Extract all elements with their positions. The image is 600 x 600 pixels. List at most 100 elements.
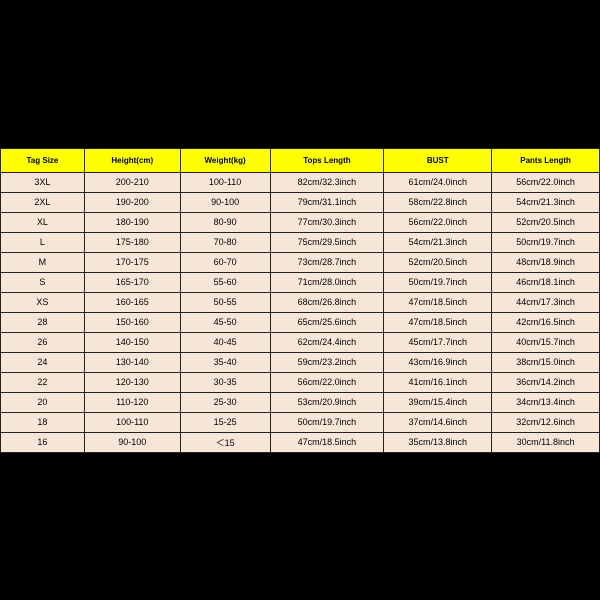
cell: 54cm/21.3inch — [492, 192, 600, 212]
cell: 2XL — [1, 192, 85, 212]
col-tops-length: Tops Length — [270, 148, 384, 172]
cell: 160-165 — [84, 292, 180, 312]
cell: 35cm/13.8inch — [384, 432, 492, 452]
cell: 38cm/15.0inch — [492, 352, 600, 372]
table-row: 22 120-130 30-35 56cm/22.0inch 41cm/16.1… — [1, 372, 600, 392]
cell: 39cm/15.4inch — [384, 392, 492, 412]
table-row: 2XL 190-200 90-100 79cm/31.1inch 58cm/22… — [1, 192, 600, 212]
cell: 60-70 — [180, 252, 270, 272]
cell: 28 — [1, 312, 85, 332]
cell: 165-170 — [84, 272, 180, 292]
cell: 41cm/16.1inch — [384, 372, 492, 392]
cell: 24 — [1, 352, 85, 372]
cell: 59cm/23.2inch — [270, 352, 384, 372]
table-row: 3XL 200-210 100-110 82cm/32.3inch 61cm/2… — [1, 172, 600, 192]
cell: 18 — [1, 412, 85, 432]
cell: 47cm/18.5inch — [270, 432, 384, 452]
cell: 170-175 — [84, 252, 180, 272]
cell: 61cm/24.0inch — [384, 172, 492, 192]
table-row: XL 180-190 80-90 77cm/30.3inch 56cm/22.0… — [1, 212, 600, 232]
table-body: 3XL 200-210 100-110 82cm/32.3inch 61cm/2… — [1, 172, 600, 452]
cell: 71cm/28.0inch — [270, 272, 384, 292]
cell: 36cm/14.2inch — [492, 372, 600, 392]
cell: 150-160 — [84, 312, 180, 332]
cell: 90-100 — [180, 192, 270, 212]
cell: 52cm/20.5inch — [492, 212, 600, 232]
cell: 50cm/19.7inch — [492, 232, 600, 252]
cell: 82cm/32.3inch — [270, 172, 384, 192]
size-chart-container: Tag Size Height(cm) Weight(kg) Tops Leng… — [0, 148, 600, 453]
cell: 45-50 — [180, 312, 270, 332]
cell: 130-140 — [84, 352, 180, 372]
cell: 62cm/24.4inch — [270, 332, 384, 352]
table-row: 28 150-160 45-50 65cm/25.6inch 47cm/18.5… — [1, 312, 600, 332]
table-row: 26 140-150 40-45 62cm/24.4inch 45cm/17.7… — [1, 332, 600, 352]
cell: 175-180 — [84, 232, 180, 252]
table-row: M 170-175 60-70 73cm/28.7inch 52cm/20.5i… — [1, 252, 600, 272]
cell: 53cm/20.9inch — [270, 392, 384, 412]
cell: 37cm/14.6inch — [384, 412, 492, 432]
cell: 22 — [1, 372, 85, 392]
cell: 80-90 — [180, 212, 270, 232]
cell: 15-25 — [180, 412, 270, 432]
cell: 52cm/20.5inch — [384, 252, 492, 272]
cell: 200-210 — [84, 172, 180, 192]
col-pants-length: Pants Length — [492, 148, 600, 172]
cell: 50cm/19.7inch — [270, 412, 384, 432]
cell: L — [1, 232, 85, 252]
cell: 50cm/19.7inch — [384, 272, 492, 292]
cell: 79cm/31.1inch — [270, 192, 384, 212]
size-chart-table: Tag Size Height(cm) Weight(kg) Tops Leng… — [0, 148, 600, 453]
table-row: 24 130-140 35-40 59cm/23.2inch 43cm/16.9… — [1, 352, 600, 372]
cell: 40-45 — [180, 332, 270, 352]
cell: ＜15 — [180, 432, 270, 452]
cell: 3XL — [1, 172, 85, 192]
cell: 140-150 — [84, 332, 180, 352]
col-bust: BUST — [384, 148, 492, 172]
table-row: 20 110-120 25-30 53cm/20.9inch 39cm/15.4… — [1, 392, 600, 412]
cell: 44cm/17.3inch — [492, 292, 600, 312]
cell: 20 — [1, 392, 85, 412]
cell: 77cm/30.3inch — [270, 212, 384, 232]
cell: 70-80 — [180, 232, 270, 252]
cell: 32cm/12.6inch — [492, 412, 600, 432]
cell: 120-130 — [84, 372, 180, 392]
cell: 75cm/29.5inch — [270, 232, 384, 252]
cell: 100-110 — [180, 172, 270, 192]
cell: 30-35 — [180, 372, 270, 392]
cell: XS — [1, 292, 85, 312]
cell: 45cm/17.7inch — [384, 332, 492, 352]
cell: 26 — [1, 332, 85, 352]
col-height: Height(cm) — [84, 148, 180, 172]
cell: 68cm/26.8inch — [270, 292, 384, 312]
table-row: 18 100-110 15-25 50cm/19.7inch 37cm/14.6… — [1, 412, 600, 432]
cell: 110-120 — [84, 392, 180, 412]
table-row: L 175-180 70-80 75cm/29.5inch 54cm/21.3i… — [1, 232, 600, 252]
cell: 30cm/11.8inch — [492, 432, 600, 452]
cell: 35-40 — [180, 352, 270, 372]
cell: 50-55 — [180, 292, 270, 312]
cell: 180-190 — [84, 212, 180, 232]
table-row: XS 160-165 50-55 68cm/26.8inch 47cm/18.5… — [1, 292, 600, 312]
cell: 16 — [1, 432, 85, 452]
cell: XL — [1, 212, 85, 232]
table-row: S 165-170 55-60 71cm/28.0inch 50cm/19.7i… — [1, 272, 600, 292]
cell: 65cm/25.6inch — [270, 312, 384, 332]
cell: 56cm/22.0inch — [384, 212, 492, 232]
cell: 190-200 — [84, 192, 180, 212]
cell: S — [1, 272, 85, 292]
cell: M — [1, 252, 85, 272]
col-tag-size: Tag Size — [1, 148, 85, 172]
cell: 56cm/22.0inch — [492, 172, 600, 192]
cell: 40cm/15.7inch — [492, 332, 600, 352]
cell: 47cm/18.5inch — [384, 312, 492, 332]
cell: 58cm/22.8inch — [384, 192, 492, 212]
cell: 47cm/18.5inch — [384, 292, 492, 312]
cell: 100-110 — [84, 412, 180, 432]
table-row: 16 90-100 ＜15 47cm/18.5inch 35cm/13.8inc… — [1, 432, 600, 452]
cell: 46cm/18.1inch — [492, 272, 600, 292]
cell: 55-60 — [180, 272, 270, 292]
cell: 90-100 — [84, 432, 180, 452]
cell: 25-30 — [180, 392, 270, 412]
col-weight: Weight(kg) — [180, 148, 270, 172]
